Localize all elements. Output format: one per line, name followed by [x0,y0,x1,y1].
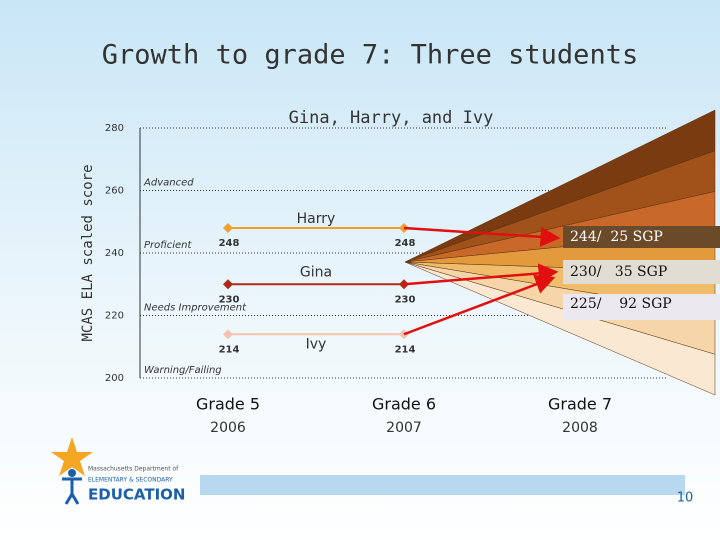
series-name: Harry [297,211,336,227]
data-label: 230 [219,294,240,305]
logo-text: EDUCATION [88,486,185,504]
series-name: Gina [300,264,332,280]
logo-figure [68,469,76,477]
x-tick-label: Grade 6 [372,395,436,414]
data-label: 214 [219,344,240,355]
x-tick-year: 2008 [562,420,598,436]
level-label: Warning/Failing [144,365,222,376]
logo-text: ELEMENTARY & SECONDARY [88,477,173,484]
arrow [403,226,561,247]
series-name: Ivy [306,336,327,352]
data-label: 248 [219,238,240,249]
y-axis-title: MCAS ELA scaled score [80,164,96,341]
x-tick-label: Grade 5 [196,395,260,414]
data-label: 214 [395,344,416,355]
logo-text: Massachusetts Department of [88,466,179,473]
x-tick-label: Grade 7 [548,395,612,414]
data-label: 248 [395,238,416,249]
level-label: Needs Improvement [144,303,247,314]
annotation-box [563,260,720,284]
logo-star [51,437,93,476]
x-tick-year: 2006 [210,420,246,436]
point [223,329,233,340]
annotation: 225/ 92 SGP [570,296,672,312]
logo-figure [62,477,82,505]
arrow [403,263,559,286]
slide-title: Growth to grade 7: Three students [102,40,638,71]
x-tick-year: 2007 [386,420,422,436]
data-label: 230 [395,294,416,305]
y-tick-label: 280 [105,123,124,134]
level-label: Advanced [143,178,194,189]
y-tick-label: 220 [105,311,124,322]
arrow [403,274,556,336]
level-label: Proficient [144,240,192,251]
y-tick-label: 200 [105,373,124,384]
point [223,279,233,290]
point [223,223,233,233]
page-number: 10 [677,491,694,506]
y-tick-label: 240 [105,248,124,259]
fan-slice [404,261,716,396]
footer-bar [200,475,685,495]
chart-title: Gina, Harry, and Ivy [289,108,494,128]
annotation: 244/ 25 SGP [570,229,663,245]
annotation: 230/ 35 SGP [570,264,667,280]
annotation-box [563,226,720,248]
logo: Massachusetts Department of ELEMENTARY &… [51,437,185,505]
y-tick-label: 260 [105,186,124,197]
annotation-box [563,294,720,320]
